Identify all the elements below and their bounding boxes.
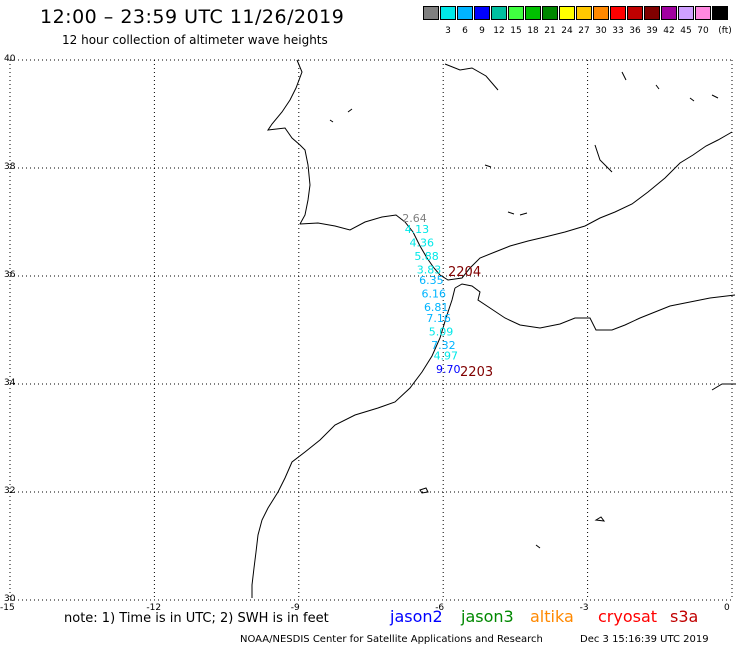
wave-height-value: 7.16 <box>426 312 451 325</box>
satellite-altika: altika <box>530 607 574 626</box>
legend-swatch <box>661 6 677 20</box>
wave-height-value: 6.81 <box>424 301 449 314</box>
legend-swatch <box>491 6 507 20</box>
lon-tick-label: -12 <box>146 603 162 613</box>
legend-label: 21 <box>544 26 556 36</box>
legend-label: 42 <box>663 26 675 36</box>
legend-unit: (ft) <box>718 26 732 36</box>
lat-tick-label: 34 <box>4 378 16 388</box>
legend-swatch <box>610 6 626 20</box>
legend-label: 12 <box>493 26 505 36</box>
legend-label: 36 <box>629 26 641 36</box>
coastline-portugal <box>266 59 311 225</box>
credit-line: NOAA/NESDIS Center for Satellite Applica… <box>240 634 543 645</box>
legend-label: 15 <box>510 26 522 36</box>
legend-label: 33 <box>612 26 624 36</box>
lon-tick-label: -3 <box>579 603 589 613</box>
legend-label: 9 <box>479 26 485 36</box>
wave-height-labels: 2.644.134.365.883.836.356.166.817.165.09… <box>402 212 493 380</box>
legend-label: 6 <box>462 26 468 36</box>
chart-subtitle: 12 hour collection of altimeter wave hei… <box>62 33 328 47</box>
legend-label: 24 <box>561 26 573 36</box>
legend-swatch <box>695 6 711 20</box>
coastline-morocco-atlantic <box>251 287 456 598</box>
legend-swatch <box>644 6 660 20</box>
legend-label: 18 <box>527 26 539 36</box>
legend-swatch <box>525 6 541 20</box>
graticule <box>9 59 733 601</box>
wave-height-value: 6.16 <box>422 288 447 301</box>
wave-height-value: 6.35 <box>419 274 444 287</box>
legend-label: 27 <box>578 26 590 36</box>
chart-title: 12:00 – 23:59 UTC 11/26/2019 <box>40 6 345 28</box>
lon-tick-label: -9 <box>290 603 300 613</box>
coastline-morocco <box>454 283 736 331</box>
wave-height-value: 2.64 <box>402 212 427 225</box>
legend-label: 70 <box>697 26 709 36</box>
lon-tick-label: 0 <box>724 603 730 613</box>
coastline <box>251 59 736 598</box>
legend-swatch <box>593 6 609 20</box>
legend-swatch <box>508 6 524 20</box>
legend-label: 45 <box>680 26 692 36</box>
wave-height-value: 7.32 <box>431 339 456 352</box>
wave-height-value: 5.88 <box>414 250 439 263</box>
footnote: note: 1) Time is in UTC; 2) SWH is in fe… <box>64 611 329 626</box>
island-d <box>711 383 736 391</box>
coastline-spain-east <box>444 63 613 173</box>
island-f <box>621 71 719 102</box>
lat-tick-label: 36 <box>4 270 16 280</box>
island-b <box>594 516 606 522</box>
legend-swatch <box>712 6 728 20</box>
lat-tick-label: 32 <box>4 486 16 496</box>
pass-time-label: 2204 <box>448 265 481 280</box>
wave-height-value: 3.83 <box>417 263 442 276</box>
lon-tick-label: -15 <box>0 603 15 613</box>
legend-swatch <box>559 6 575 20</box>
satellite-cryosat: cryosat <box>598 607 658 626</box>
legend-label: 39 <box>646 26 658 36</box>
satellite-jason2: jason2 <box>390 607 443 626</box>
lat-tick-label: 30 <box>4 594 16 604</box>
lat-tick-label: 38 <box>4 162 16 172</box>
legend-swatch <box>423 6 439 20</box>
island-g <box>329 108 353 123</box>
satellite-jason3: jason3 <box>461 607 514 626</box>
island-e <box>484 164 528 216</box>
wave-height-value: 4.97 <box>434 350 459 363</box>
legend-swatch <box>542 6 558 20</box>
island-c <box>535 544 541 549</box>
timestamp: Dec 3 15:16:39 UTC 2019 <box>580 634 709 645</box>
legend-swatch <box>576 6 592 20</box>
legend-label: 3 <box>445 26 451 36</box>
coastline-gulf-of-cadiz <box>299 131 733 281</box>
legend-swatch <box>474 6 490 20</box>
satellite-s3a: s3a <box>670 607 699 626</box>
wave-height-value: 4.13 <box>405 223 430 236</box>
lon-tick-label: -6 <box>435 603 445 613</box>
legend-swatch <box>678 6 694 20</box>
legend-swatch <box>457 6 473 20</box>
wave-height-value: 9.70 <box>436 363 461 376</box>
pass-time-label: 2203 <box>460 365 493 380</box>
lat-tick-label: 40 <box>4 54 16 64</box>
legend-swatch <box>627 6 643 20</box>
legend-label: 30 <box>595 26 607 36</box>
wave-height-value: 5.09 <box>429 325 454 338</box>
legend-swatch <box>440 6 456 20</box>
wave-height-value: 4.36 <box>410 236 435 249</box>
island-a <box>419 487 429 494</box>
